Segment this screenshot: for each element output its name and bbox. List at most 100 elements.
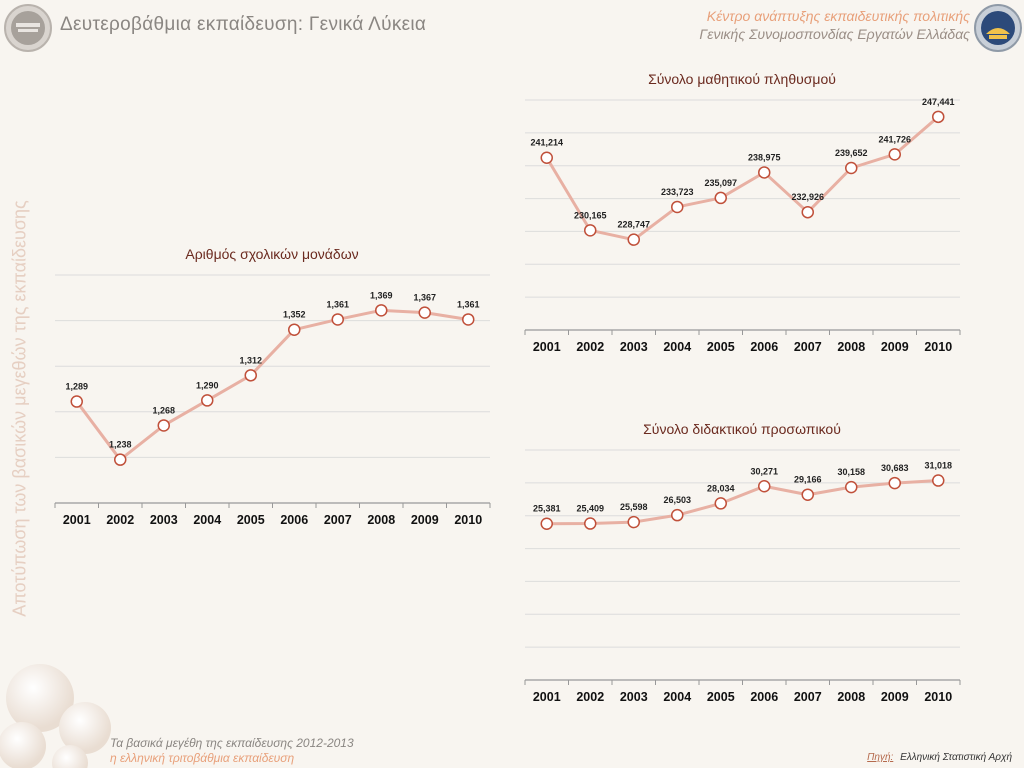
data-point (244, 369, 257, 382)
data-point (288, 323, 301, 336)
x-tick-label: 2002 (106, 513, 134, 527)
x-tick-label: 2010 (924, 340, 952, 354)
x-tick-label: 2004 (193, 513, 221, 527)
left-logo (4, 4, 52, 52)
data-label: 1,352 (283, 310, 306, 320)
chart-title: Σύνολο διδακτικού προσωπικού (643, 421, 841, 437)
chart-title: Σύνολο μαθητικού πληθυσμού (648, 71, 836, 87)
data-point (671, 508, 684, 522)
source-note: Πηγή: Ελληνική Στατιστική Αρχή (867, 752, 1012, 763)
x-tick-label: 2005 (707, 340, 735, 354)
x-tick-label: 2009 (411, 513, 439, 527)
chart-student-population: Σύνολο μαθητικού πληθυσμού 241,214 2001 23… (524, 71, 961, 354)
data-point (888, 476, 901, 490)
data-label: 29,166 (794, 475, 822, 485)
right-logo (974, 4, 1022, 52)
data-label: 31,018 (924, 461, 952, 471)
x-tick-label: 2008 (367, 513, 395, 527)
series-line (545, 115, 940, 242)
data-label: 25,381 (533, 504, 561, 514)
footer-line1: Τα βασικά μεγέθη της εκπαίδευσης 2012-20… (110, 736, 354, 750)
data-point (331, 313, 344, 326)
x-tick-label: 2009 (881, 340, 909, 354)
x-tick-label: 2003 (150, 513, 178, 527)
data-point (462, 313, 475, 326)
chart-title: Αριθμός σχολικών μονάδων (185, 246, 358, 262)
data-label: 238,975 (748, 152, 781, 162)
data-point (114, 453, 127, 466)
data-label: 30,158 (837, 467, 865, 477)
x-tick-label: 2006 (750, 690, 778, 704)
data-point (627, 515, 640, 529)
data-point (845, 480, 858, 494)
x-tick-label: 2001 (533, 340, 561, 354)
data-label: 1,369 (370, 290, 393, 300)
data-point (714, 191, 727, 205)
data-label: 241,214 (530, 138, 563, 148)
data-label: 30,683 (881, 463, 909, 473)
data-point (540, 517, 553, 530)
series-line (546, 479, 939, 526)
data-label: 1,238 (109, 440, 132, 450)
data-label: 239,652 (835, 148, 868, 158)
x-tick-label: 2001 (533, 690, 561, 704)
data-point (70, 395, 83, 408)
data-label: 232,926 (791, 192, 824, 202)
data-label: 247,441 (922, 97, 955, 107)
data-point (584, 517, 597, 530)
x-tick-label: 2005 (237, 513, 265, 527)
data-point (627, 233, 640, 246)
data-point (540, 151, 553, 164)
org-name-line1: Κέντρο ανάπτυξης εκπαιδευτικής πολιτικής (706, 8, 970, 24)
source-label: Πηγή: (867, 752, 894, 763)
data-label: 1,290 (196, 380, 219, 390)
x-tick-label: 2006 (280, 513, 308, 527)
series-line (75, 308, 469, 462)
data-label: 25,598 (620, 502, 648, 512)
chart-teaching-staff: Σύνολο διδακτικού προσωπικού 25,381 2001 2… (524, 421, 961, 704)
x-tick-label: 2010 (924, 690, 952, 704)
data-label: 1,268 (152, 405, 175, 415)
x-tick-label: 2007 (794, 340, 822, 354)
data-point (671, 200, 684, 214)
data-point (932, 110, 945, 124)
data-label: 233,723 (661, 187, 694, 197)
org-name-line2: Γενικής Συνομοσπονδίας Εργατών Ελλάδας (699, 26, 970, 42)
data-point (584, 224, 597, 237)
data-label: 230,165 (574, 210, 607, 220)
x-tick-label: 2002 (576, 340, 604, 354)
x-tick-label: 2010 (454, 513, 482, 527)
data-label: 228,747 (617, 220, 650, 230)
footer-line2: η ελληνική τριτοβάθμια εκπαίδευση (110, 751, 295, 765)
x-tick-label: 2005 (707, 690, 735, 704)
data-label: 1,312 (239, 355, 262, 365)
x-tick-label: 2001 (63, 513, 91, 527)
data-point (801, 205, 814, 219)
data-label: 26,503 (663, 495, 691, 505)
data-label: 1,361 (326, 299, 349, 309)
data-point (888, 148, 901, 161)
data-point (845, 161, 858, 175)
data-point (375, 304, 388, 317)
data-point (758, 480, 771, 493)
data-label: 30,271 (750, 466, 778, 476)
x-tick-label: 2008 (837, 690, 865, 704)
x-tick-label: 2007 (794, 690, 822, 704)
data-point (714, 497, 727, 510)
data-label: 1,367 (413, 293, 436, 303)
x-tick-label: 2004 (663, 690, 691, 704)
x-tick-label: 2007 (324, 513, 352, 527)
x-tick-label: 2004 (663, 340, 691, 354)
side-title: Αποτύπωση των βασικών μεγεθών της εκπαίδ… (9, 200, 30, 617)
chart-school-units: Αριθμός σχολικών μονάδων 1,289 2001 1,238 2… (54, 246, 491, 527)
source-value: Ελληνική Στατιστική Αρχή (900, 752, 1012, 763)
decorative-bubbles (0, 664, 111, 768)
data-point (418, 306, 431, 319)
data-point (157, 419, 170, 432)
data-point (932, 474, 945, 487)
data-label: 25,409 (576, 504, 604, 514)
x-tick-label: 2006 (750, 340, 778, 354)
x-tick-label: 2003 (620, 340, 648, 354)
x-tick-label: 2002 (576, 690, 604, 704)
data-label: 235,097 (704, 178, 737, 188)
